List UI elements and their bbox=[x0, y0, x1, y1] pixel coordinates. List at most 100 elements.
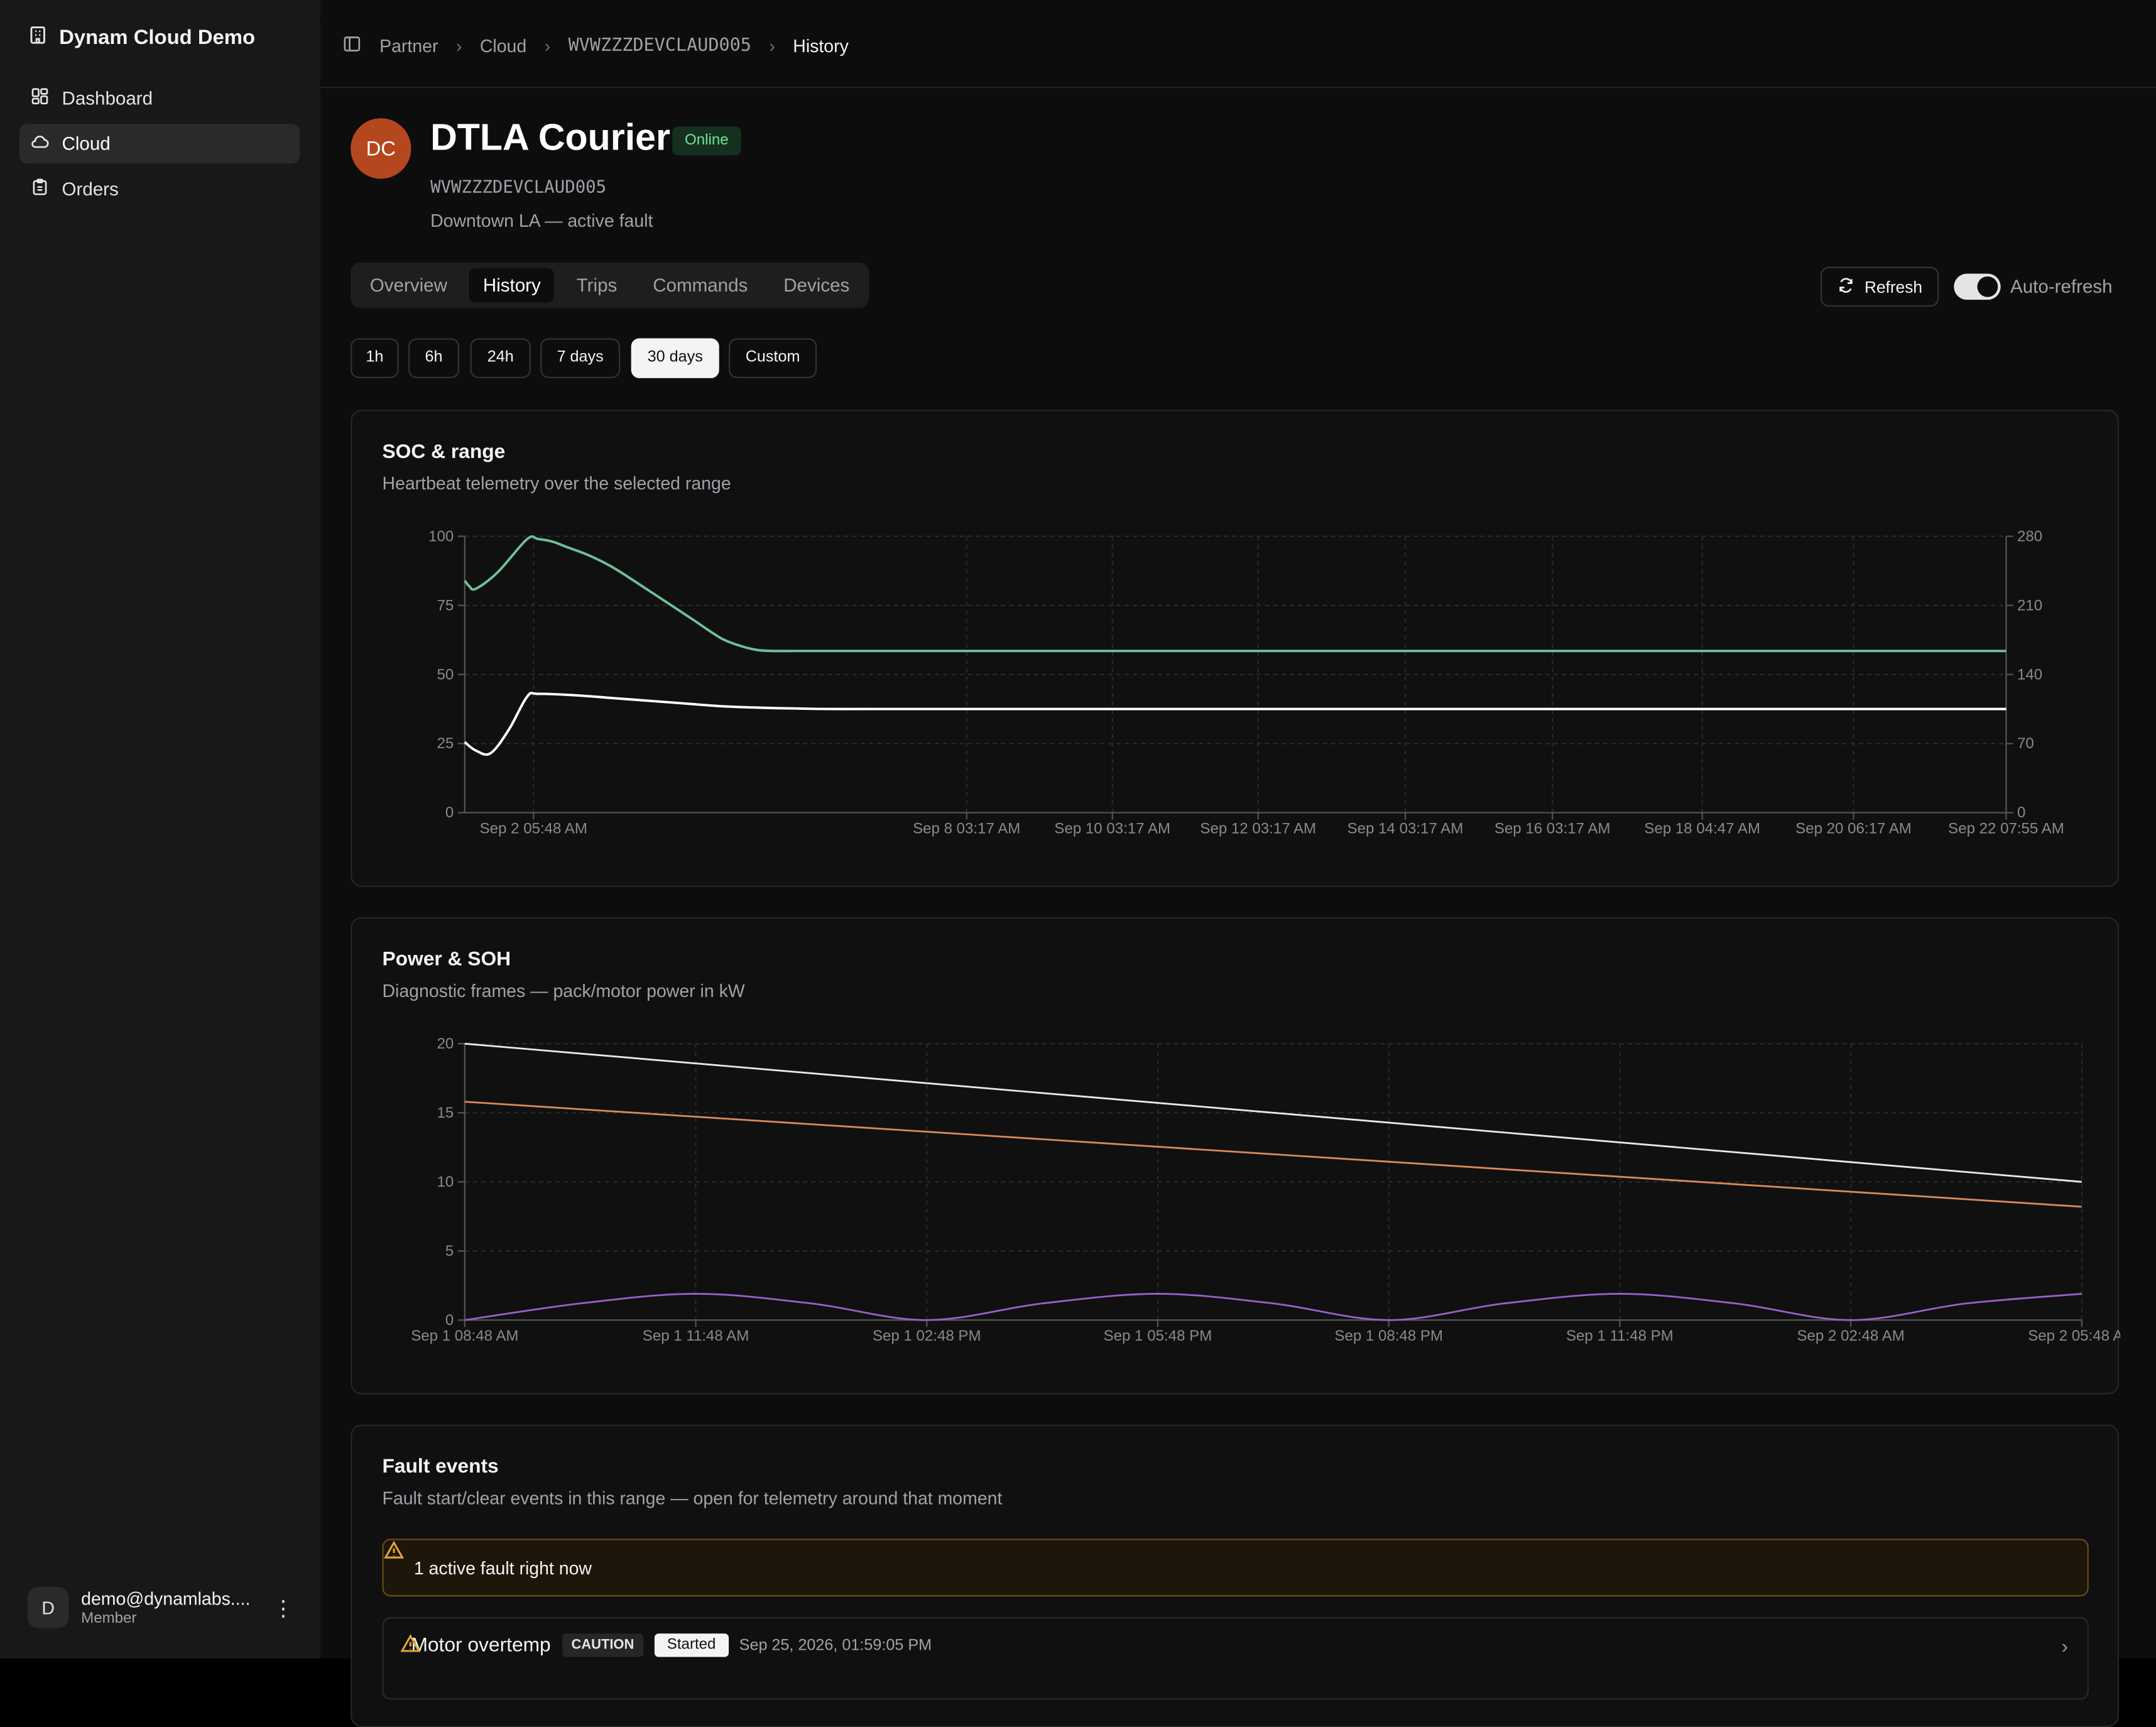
vehicle-description: Downtown LA — active fault bbox=[430, 210, 653, 231]
x-tick-label: Sep 10 03:17 AM bbox=[1054, 820, 1170, 837]
y-tick-label-right: 70 bbox=[2017, 735, 2034, 752]
tab-overview[interactable]: Overview bbox=[369, 275, 447, 296]
breadcrumb-partner[interactable]: Partner bbox=[379, 35, 438, 57]
refresh-label: Refresh bbox=[1864, 277, 1922, 297]
x-tick-label: Sep 1 11:48 AM bbox=[643, 1327, 749, 1344]
x-tick-label: Sep 20 06:17 AM bbox=[1795, 820, 1912, 837]
breadcrumb-cloud[interactable]: Cloud bbox=[479, 35, 527, 57]
avatar: D bbox=[27, 1586, 69, 1628]
state-badge: Started bbox=[655, 1633, 729, 1657]
x-tick-label: Sep 8 03:17 AM bbox=[913, 820, 1020, 837]
severity-badge: CAUTION bbox=[562, 1633, 644, 1657]
sidebar-item-orders[interactable]: Orders bbox=[19, 169, 300, 209]
x-tick-label: Sep 1 08:48 PM bbox=[1334, 1327, 1443, 1344]
x-tick-label: Sep 14 03:17 AM bbox=[1348, 820, 1464, 837]
fault-events-card: Fault events Fault start/clear events in… bbox=[351, 1424, 2119, 1727]
grid-icon bbox=[30, 87, 50, 110]
power-soh-card: Power & SOH Diagnostic frames — pack/mot… bbox=[351, 917, 2120, 1395]
user-role: Member bbox=[81, 1610, 137, 1627]
toggle-knob bbox=[1977, 276, 1998, 297]
x-tick-label: Sep 12 03:17 AM bbox=[1200, 820, 1316, 837]
status-badge: Online bbox=[672, 126, 741, 156]
x-tick-label: Sep 18 04:47 AM bbox=[1644, 820, 1760, 837]
range-24h[interactable]: 24h bbox=[470, 338, 531, 378]
chevron-right-icon: › bbox=[2061, 1635, 2068, 1657]
x-tick-label: Sep 2 05:48 AM bbox=[2028, 1327, 2120, 1344]
y-tick-label: 20 bbox=[437, 1035, 454, 1052]
vehicle-avatar: DC bbox=[351, 118, 411, 179]
chevron-right-icon: › bbox=[455, 35, 462, 57]
app-name: Dynam Cloud Demo bbox=[59, 26, 256, 50]
card-subtitle: Diagnostic frames — pack/motor power in … bbox=[382, 980, 745, 1001]
x-tick-label: Sep 1 05:48 PM bbox=[1104, 1327, 1212, 1344]
y-tick-label: 5 bbox=[445, 1243, 454, 1260]
card-title: SOC & range bbox=[382, 441, 506, 464]
y-tick-label-right: 280 bbox=[2017, 528, 2042, 545]
y-tick-label-left: 100 bbox=[428, 528, 454, 545]
card-subtitle: Fault start/clear events in this range —… bbox=[382, 1488, 1003, 1509]
y-tick-label-left: 50 bbox=[437, 666, 454, 683]
x-tick-label: Sep 1 08:48 AM bbox=[411, 1327, 518, 1344]
y-tick-label-left: 25 bbox=[437, 735, 454, 752]
range-series-line bbox=[464, 692, 2006, 756]
x-tick-label: Sep 2 05:48 AM bbox=[480, 820, 587, 837]
x-tick-label: Sep 16 03:17 AM bbox=[1494, 820, 1611, 837]
card-subtitle: Heartbeat telemetry over the selected ra… bbox=[382, 472, 731, 494]
fault-name: Motor overtemp bbox=[411, 1634, 551, 1657]
more-vertical-icon[interactable]: ⋮ bbox=[272, 1598, 295, 1621]
auto-refresh-toggle[interactable] bbox=[1954, 273, 2001, 300]
breadcrumb-vin[interactable]: WVWZZZDEVCLAUD005 bbox=[568, 35, 751, 57]
tab-history[interactable]: History bbox=[469, 268, 555, 303]
soc-series-line bbox=[464, 535, 2006, 653]
clipboard-icon bbox=[30, 177, 50, 200]
y-tick-label: 10 bbox=[437, 1174, 454, 1190]
auto-refresh-label: Auto-refresh bbox=[2010, 276, 2113, 297]
user-menu[interactable]: D demo@dynamlabs.... Member bbox=[27, 1586, 251, 1628]
active-fault-banner: 1 active fault right now bbox=[382, 1539, 2089, 1597]
sidebar-item-label: Cloud bbox=[62, 133, 111, 155]
breadcrumb: Partner › Cloud › WVWZZZDEVCLAUD005 › Hi… bbox=[342, 35, 849, 58]
cloud-icon bbox=[30, 132, 50, 155]
chevron-right-icon: › bbox=[769, 35, 775, 57]
sidebar-item-cloud[interactable]: Cloud bbox=[19, 123, 300, 164]
tab-commands[interactable]: Commands bbox=[653, 275, 748, 296]
x-tick-label: Sep 2 02:48 AM bbox=[1797, 1327, 1905, 1344]
sidebar-item-dashboard[interactable]: Dashboard bbox=[19, 79, 300, 118]
sidebar-toggle-icon[interactable] bbox=[342, 35, 362, 58]
range-1h[interactable]: 1h bbox=[351, 338, 399, 378]
active-fault-text: 1 active fault right now bbox=[413, 1557, 592, 1578]
y-tick-label: 0 bbox=[445, 1312, 454, 1329]
range-6h[interactable]: 6h bbox=[408, 338, 460, 378]
x-tick-label: Sep 1 02:48 PM bbox=[873, 1327, 981, 1344]
range-custom[interactable]: Custom bbox=[729, 338, 817, 378]
card-title: Fault events bbox=[382, 1456, 499, 1478]
tab-trips[interactable]: Trips bbox=[576, 275, 618, 296]
range-30-days[interactable]: 30 days bbox=[631, 338, 719, 378]
pack-power-line bbox=[464, 1042, 2082, 1183]
soc-range-card: SOC & range Heartbeat telemetry over the… bbox=[351, 410, 2119, 887]
tab-devices[interactable]: Devices bbox=[783, 275, 850, 296]
fault-timestamp: Sep 25, 2026, 01:59:05 PM bbox=[739, 1637, 932, 1654]
top-bar: Partner › Cloud › WVWZZZDEVCLAUD005 › Hi… bbox=[320, 7, 2156, 89]
tab-bar: Overview History Trips Commands Devices bbox=[351, 263, 869, 308]
user-email: demo@dynamlabs.... bbox=[81, 1588, 251, 1609]
page-title: DTLA Courier bbox=[430, 117, 671, 158]
card-title: Power & SOH bbox=[382, 949, 511, 971]
soh-line bbox=[464, 1293, 2082, 1321]
x-tick-label: Sep 1 11:48 PM bbox=[1566, 1327, 1674, 1344]
sidebar-item-label: Orders bbox=[62, 178, 119, 200]
soc-range-chart: 0 25 50 75 100 0 70 140 210 280 Sep 2 05:48 AM Sep … bbox=[428, 528, 2064, 837]
refresh-icon bbox=[1837, 276, 1854, 298]
brand[interactable]: Dynam Cloud Demo bbox=[28, 25, 255, 51]
range-7-days[interactable]: 7 days bbox=[540, 338, 621, 378]
y-tick-label-right: 140 bbox=[2017, 666, 2042, 683]
building-icon bbox=[28, 25, 48, 51]
refresh-button[interactable]: Refresh bbox=[1820, 266, 1939, 307]
motor-power-line bbox=[464, 1101, 2082, 1208]
y-tick-label-left: 75 bbox=[437, 597, 454, 614]
vehicle-vin: WVWZZZDEVCLAUD005 bbox=[430, 176, 607, 197]
power-soh-chart: 0 5 10 15 20 Sep 1 08:48 AM Sep 1 11:48 AM Sep … bbox=[411, 1035, 2120, 1344]
breadcrumb-current: History bbox=[793, 35, 849, 57]
chevron-right-icon: › bbox=[544, 35, 551, 57]
